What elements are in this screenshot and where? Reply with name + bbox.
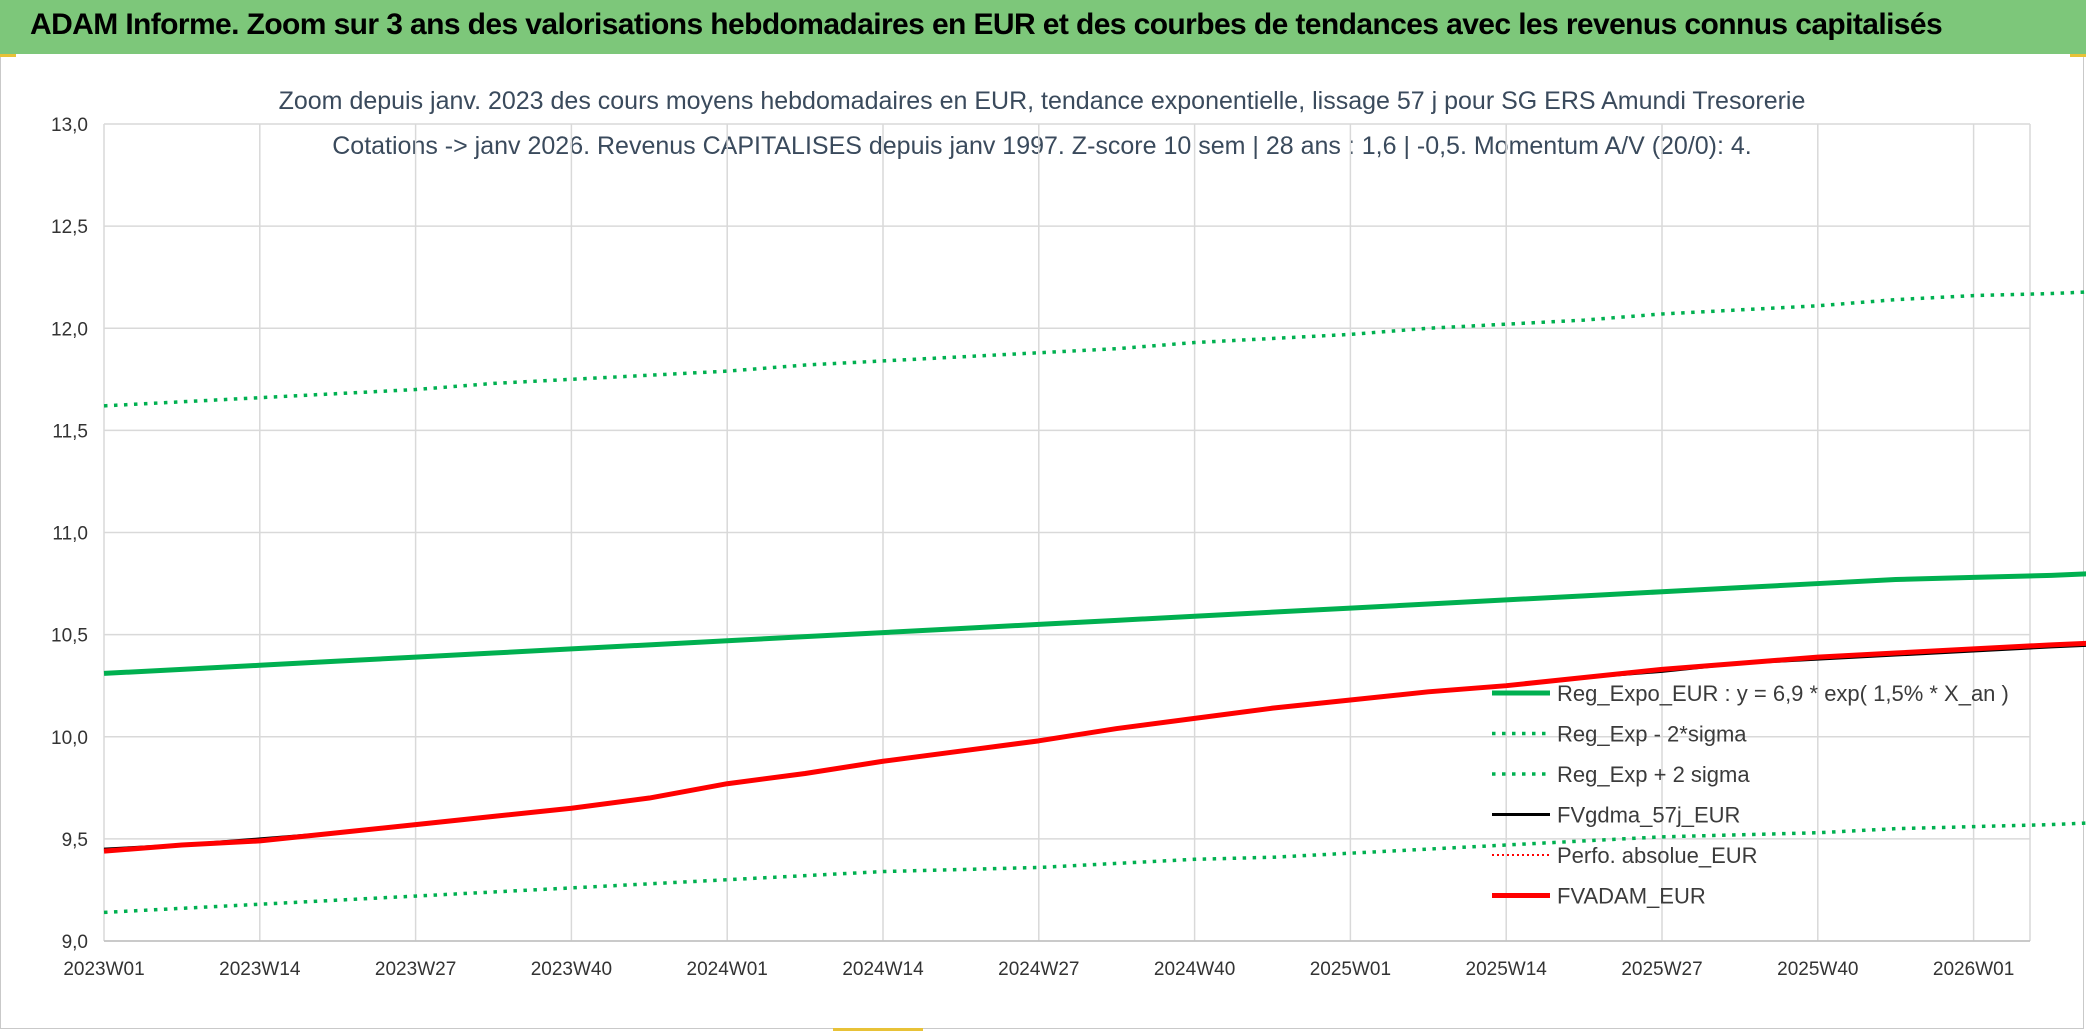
y-tick-label: 11,5 [52, 421, 88, 442]
frame-marker-bottom [833, 1028, 923, 1031]
x-tick-label: 2023W27 [375, 959, 456, 980]
x-tick-label: 2025W40 [1777, 959, 1858, 980]
x-tick-label: 2024W14 [842, 959, 924, 980]
x-axis: 2023W01 2023W14 2023W27 2023W40 2024W01 2024W… [63, 959, 2014, 980]
y-tick-label: 9,0 [62, 932, 88, 953]
chart-title-line2: Cotations -> janv 2026. Revenus CAPITALI… [332, 132, 1752, 160]
legend-label-0: Reg_Expo_EUR : y = 6,9 * exp( 1,5% * X_a… [1557, 681, 2009, 706]
series-line-5 [103, 640, 2086, 854]
y-tick-label: 12,5 [51, 217, 88, 238]
series-line-0 [103, 571, 2086, 676]
page-title: ADAM Informe. Zoom sur 3 ans des valoris… [30, 8, 1943, 41]
y-tick-label: 12,0 [51, 319, 88, 340]
legend-label-1: Reg_Exp - 2*sigma [1557, 722, 1747, 747]
y-tick-label: 11,0 [52, 524, 88, 545]
header-banner: ADAM Informe. Zoom sur 3 ans des valoris… [0, 0, 2086, 54]
legend: Reg_Expo_EUR : y = 6,9 * exp( 1,5% * X_a… [1492, 681, 2009, 909]
series-line-4 [103, 642, 2086, 853]
series-line-2 [103, 290, 2086, 408]
y-tick-label: 13,0 [51, 115, 88, 136]
x-tick-label: 2023W14 [219, 959, 301, 980]
y-tick-label: 10,0 [51, 728, 88, 749]
x-tick-label: 2023W01 [63, 959, 144, 980]
x-tick-label: 2024W01 [687, 959, 768, 980]
y-tick-label: 10,5 [51, 626, 88, 647]
series-line-1 [103, 821, 2086, 915]
x-tick-label: 2024W40 [1154, 959, 1235, 980]
x-tick-label: 2023W40 [531, 959, 612, 980]
legend-label-2: Reg_Exp + 2 sigma [1557, 762, 1750, 787]
frame-corner-right [2070, 54, 2086, 57]
x-tick-label: 2026W01 [1933, 959, 2014, 980]
legend-label-5: FVADAM_EUR [1557, 884, 1706, 909]
y-tick-label: 9,5 [62, 830, 88, 851]
x-tick-label: 2024W27 [998, 959, 1079, 980]
legend-label-3: FVgdma_57j_EUR [1557, 803, 1740, 828]
gridlines [103, 123, 2031, 942]
y-axis: 9,0 9,5 10,0 10,5 11,0 11,5 12,0 12,5 13,0 [51, 115, 88, 953]
x-tick-label: 2025W27 [1621, 959, 1702, 980]
chart-frame [0, 54, 2084, 1029]
x-tick-label: 2025W01 [1310, 959, 1391, 980]
chart-title-line1: Zoom depuis janv. 2023 des cours moyens … [279, 87, 1806, 115]
frame-corner-left [0, 54, 16, 57]
series-lines [103, 290, 2086, 915]
legend-label-4: Perfo. absolue_EUR [1557, 843, 1758, 868]
x-tick-label: 2025W14 [1466, 959, 1548, 980]
series-line-3 [103, 643, 2086, 851]
